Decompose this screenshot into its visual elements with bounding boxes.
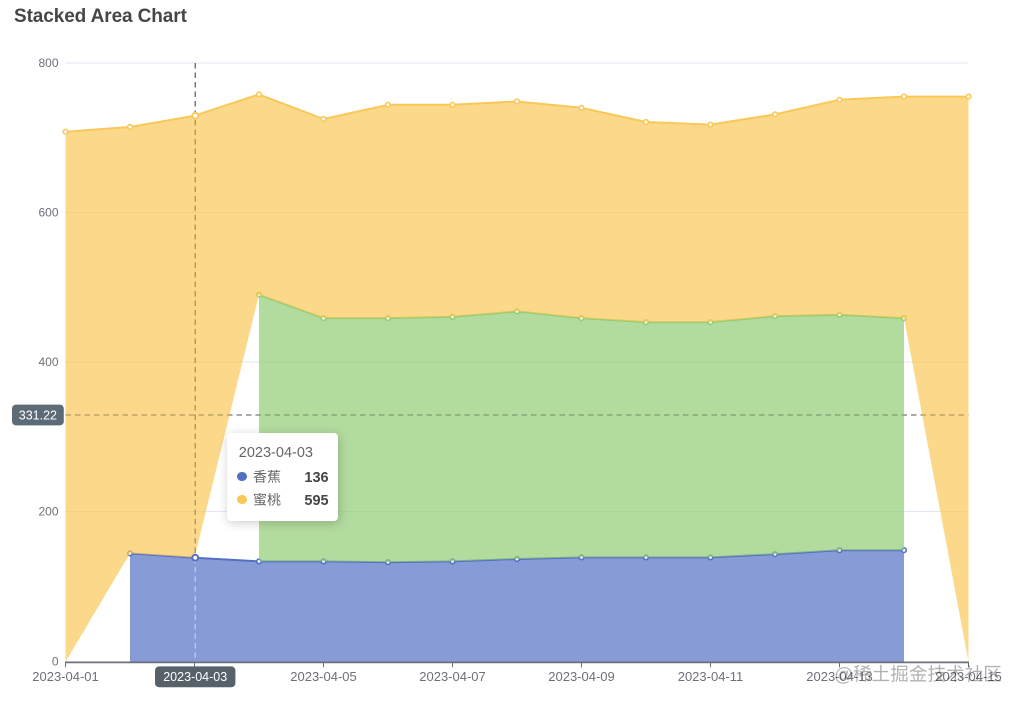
svg-text:2023-04-07: 2023-04-07 <box>419 669 486 684</box>
svg-text:2023-04-05: 2023-04-05 <box>290 669 357 684</box>
svg-text:600: 600 <box>38 206 58 220</box>
svg-text:0: 0 <box>52 655 59 669</box>
svg-text:@: @ <box>834 665 853 686</box>
svg-text:2023-04-01: 2023-04-01 <box>32 669 99 684</box>
svg-text:331.22: 331.22 <box>19 408 57 422</box>
svg-text:2023-04-11: 2023-04-11 <box>678 669 744 684</box>
svg-text:200: 200 <box>38 505 58 519</box>
svg-text:400: 400 <box>38 355 58 369</box>
svg-text:2023-04-15: 2023-04-15 <box>935 669 1002 684</box>
svg-text:2023-04-09: 2023-04-09 <box>548 669 615 684</box>
svg-text:2023-04-03: 2023-04-03 <box>163 670 227 684</box>
svg-text:2023-04-13: 2023-04-13 <box>806 669 873 684</box>
svg-text:800: 800 <box>38 56 58 70</box>
